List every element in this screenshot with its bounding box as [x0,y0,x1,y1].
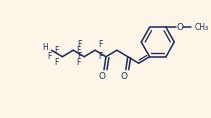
Text: H: H [42,43,47,52]
Text: F: F [47,52,52,61]
Text: F: F [77,40,81,49]
Text: F: F [76,58,81,67]
Text: F: F [99,52,103,61]
Text: F: F [77,52,81,61]
Text: CH₃: CH₃ [195,23,209,32]
Text: O: O [99,72,106,81]
Text: F: F [54,58,59,67]
Text: O: O [120,72,127,81]
Text: O: O [176,23,183,32]
Text: F: F [54,46,59,55]
Text: F: F [76,46,81,55]
Text: F: F [99,40,103,49]
